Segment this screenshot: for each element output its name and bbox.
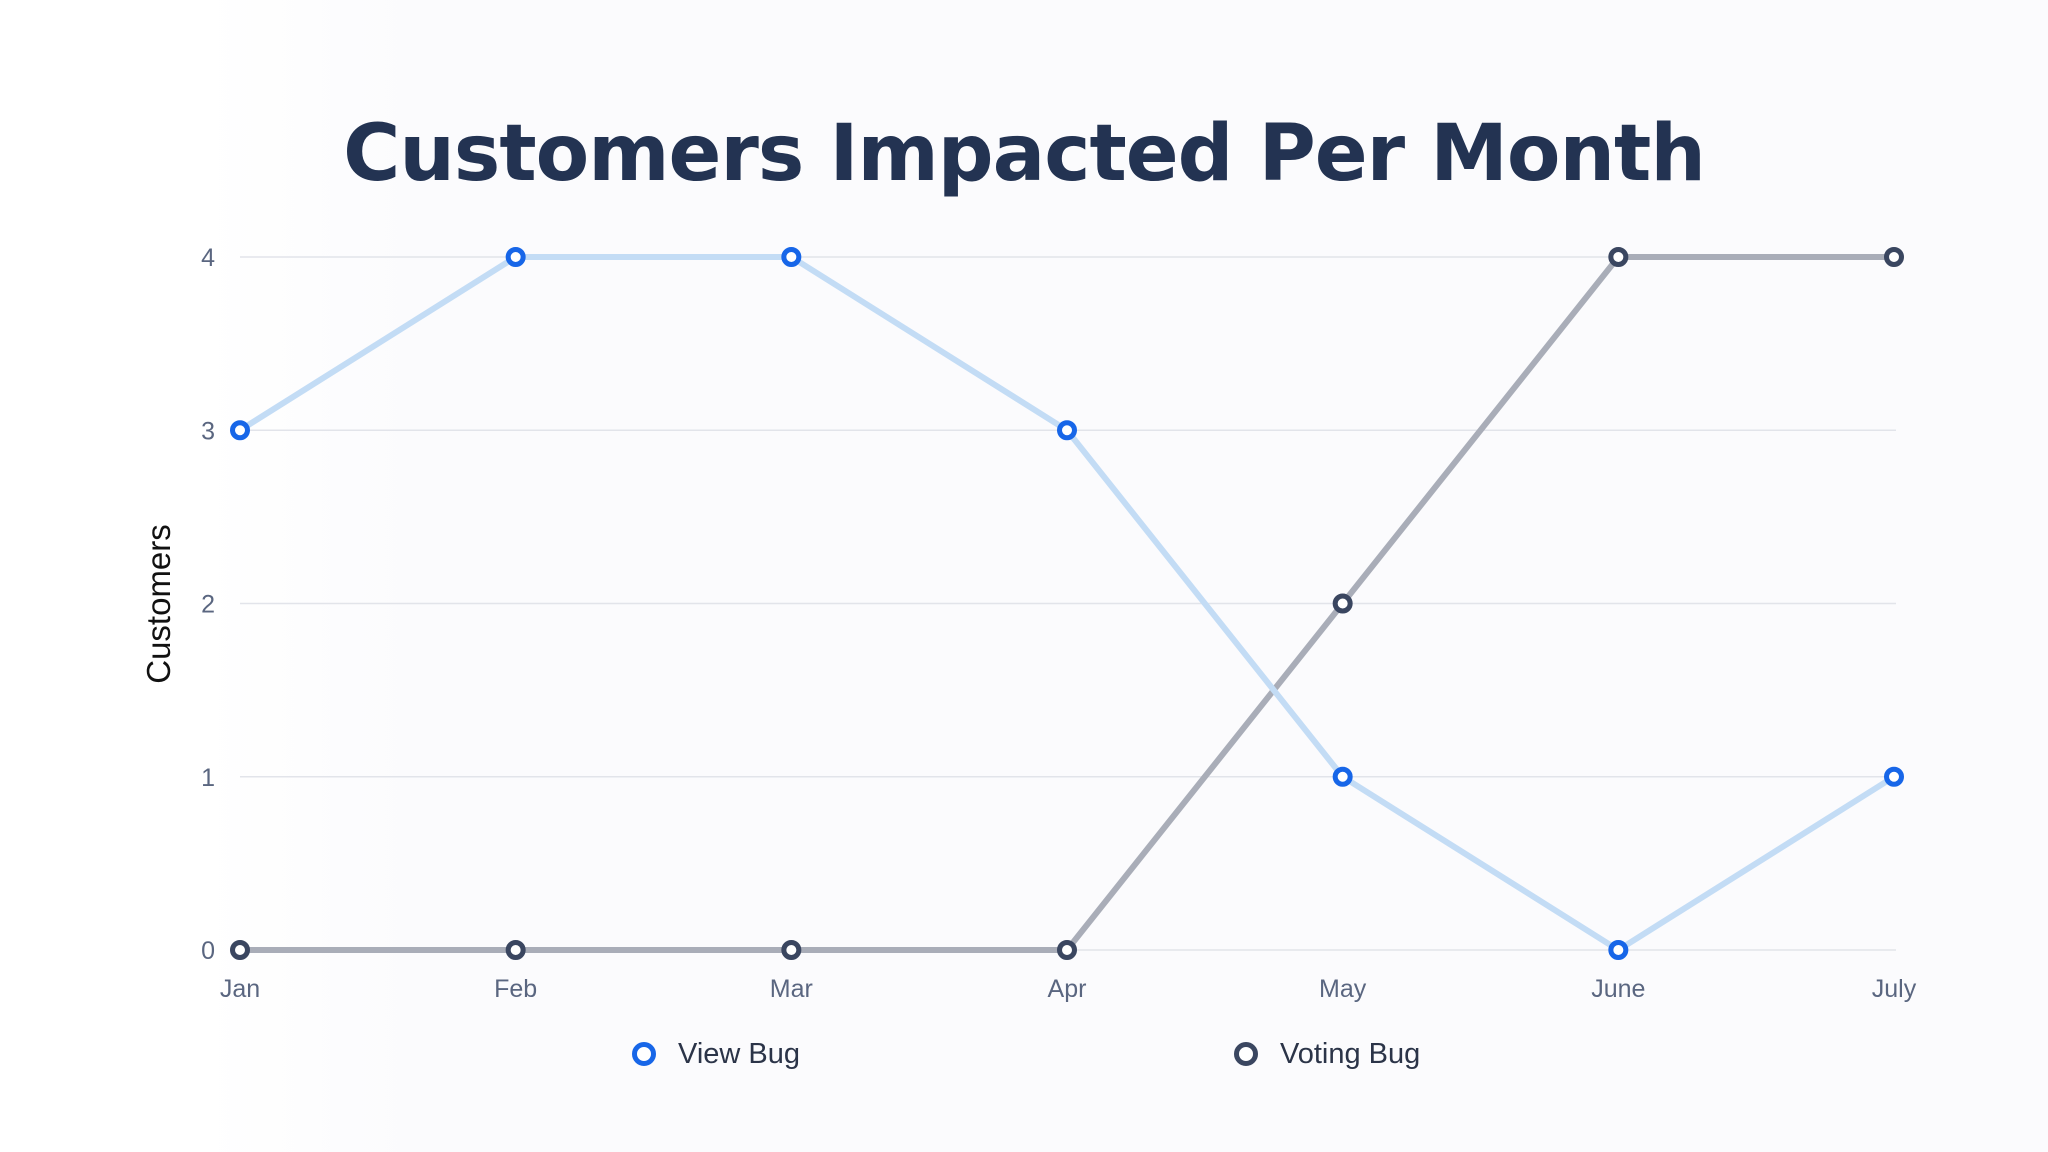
legend-marker-view-bug (632, 1042, 656, 1066)
data-point-view-bug[interactable] (781, 247, 802, 267)
y-axis-ticks: 0 1 2 3 4 (201, 244, 215, 965)
data-point-view-bug[interactable] (1608, 940, 1629, 960)
y-axis-title: Customers (140, 524, 177, 684)
gridlines (240, 256, 1896, 951)
data-point-view-bug[interactable] (1884, 766, 1904, 787)
y-tick-label: 1 (201, 764, 215, 792)
chart-title: Customers Impacted Per Month (343, 109, 1706, 199)
data-point-voting-bug[interactable] (230, 940, 250, 960)
y-tick-label: 0 (201, 937, 215, 965)
x-tick-label: July (1872, 975, 1917, 1003)
data-point-voting-bug[interactable] (1332, 593, 1353, 614)
x-tick-label: Mar (770, 975, 813, 1003)
x-tick-label: Feb (494, 975, 537, 1003)
data-point-voting-bug[interactable] (1608, 247, 1629, 267)
legend-label-view-bug: View Bug (678, 1037, 800, 1070)
y-tick-label: 3 (201, 417, 215, 445)
legend-marker-voting-bug (1234, 1042, 1258, 1066)
series-markers (230, 247, 1904, 960)
x-tick-label: June (1591, 975, 1645, 1003)
x-tick-label: Apr (1048, 975, 1087, 1003)
data-point-view-bug[interactable] (1057, 420, 1077, 441)
data-point-voting-bug[interactable] (781, 940, 802, 960)
legend-item-view-bug[interactable]: View Bug (632, 1034, 800, 1074)
x-tick-label: May (1319, 975, 1367, 1003)
y-tick-label: 4 (201, 244, 215, 272)
data-point-voting-bug[interactable] (1884, 247, 1904, 267)
x-axis-ticks: Jan Feb Mar Apr May June July (220, 975, 1917, 1003)
data-point-view-bug[interactable] (230, 420, 250, 441)
data-point-view-bug[interactable] (1332, 766, 1353, 787)
data-point-voting-bug[interactable] (1057, 940, 1077, 960)
y-tick-label: 2 (201, 591, 215, 619)
x-tick-label: Jan (220, 975, 260, 1003)
data-point-voting-bug[interactable] (505, 940, 526, 960)
legend-label-voting-bug: Voting Bug (1280, 1037, 1421, 1070)
legend-item-voting-bug[interactable]: Voting Bug (1234, 1034, 1420, 1074)
data-point-view-bug[interactable] (505, 247, 526, 267)
